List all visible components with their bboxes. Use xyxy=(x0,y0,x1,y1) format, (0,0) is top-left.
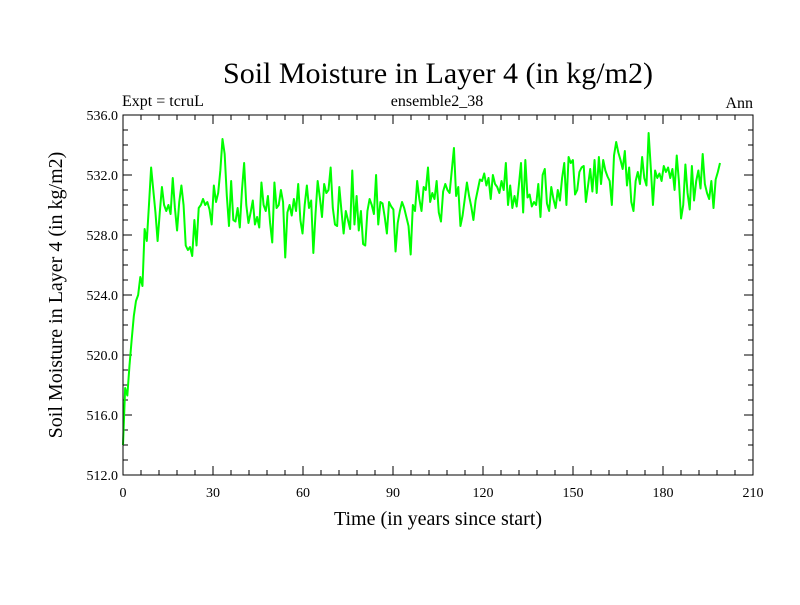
y-tick-label: 528.0 xyxy=(87,229,119,244)
tick-labels: 0 30 60 90 120 150 180 210 512.0 516.0 520.0 524.0 5… xyxy=(87,109,764,501)
x-tick-label: 90 xyxy=(386,486,400,501)
x-tick-label: 210 xyxy=(743,486,764,501)
y-tick-label: 512.0 xyxy=(87,469,119,484)
plot-frame xyxy=(122,114,754,476)
series-layer xyxy=(122,132,721,446)
series-line xyxy=(122,132,721,446)
y-tick-label: 532.0 xyxy=(87,169,119,184)
x-tick-label: 30 xyxy=(206,486,220,501)
ensemble-label: ensemble2_38 xyxy=(391,93,483,110)
x-tick-label: 60 xyxy=(296,486,310,501)
x-tick-label: 180 xyxy=(653,486,674,501)
chart-title: Soil Moisture in Layer 4 (in kg/m2) xyxy=(223,57,653,90)
experiment-label: Expt = tcruL xyxy=(122,93,204,110)
y-tick-label: 520.0 xyxy=(87,349,119,364)
y-axis-label: Soil Moisture in Layer 4 (in kg/m2) xyxy=(45,152,67,439)
y-tick-label: 524.0 xyxy=(87,289,119,304)
x-tick-label: 150 xyxy=(563,486,584,501)
y-tick-label: 536.0 xyxy=(87,109,119,124)
x-tick-label: 120 xyxy=(473,486,494,501)
x-axis-label: Time (in years since start) xyxy=(334,508,542,530)
x-tick-label: 0 xyxy=(120,486,127,501)
y-tick-label: 516.0 xyxy=(87,409,119,424)
axis-ticks xyxy=(122,114,754,476)
period-label: Ann xyxy=(725,95,753,112)
